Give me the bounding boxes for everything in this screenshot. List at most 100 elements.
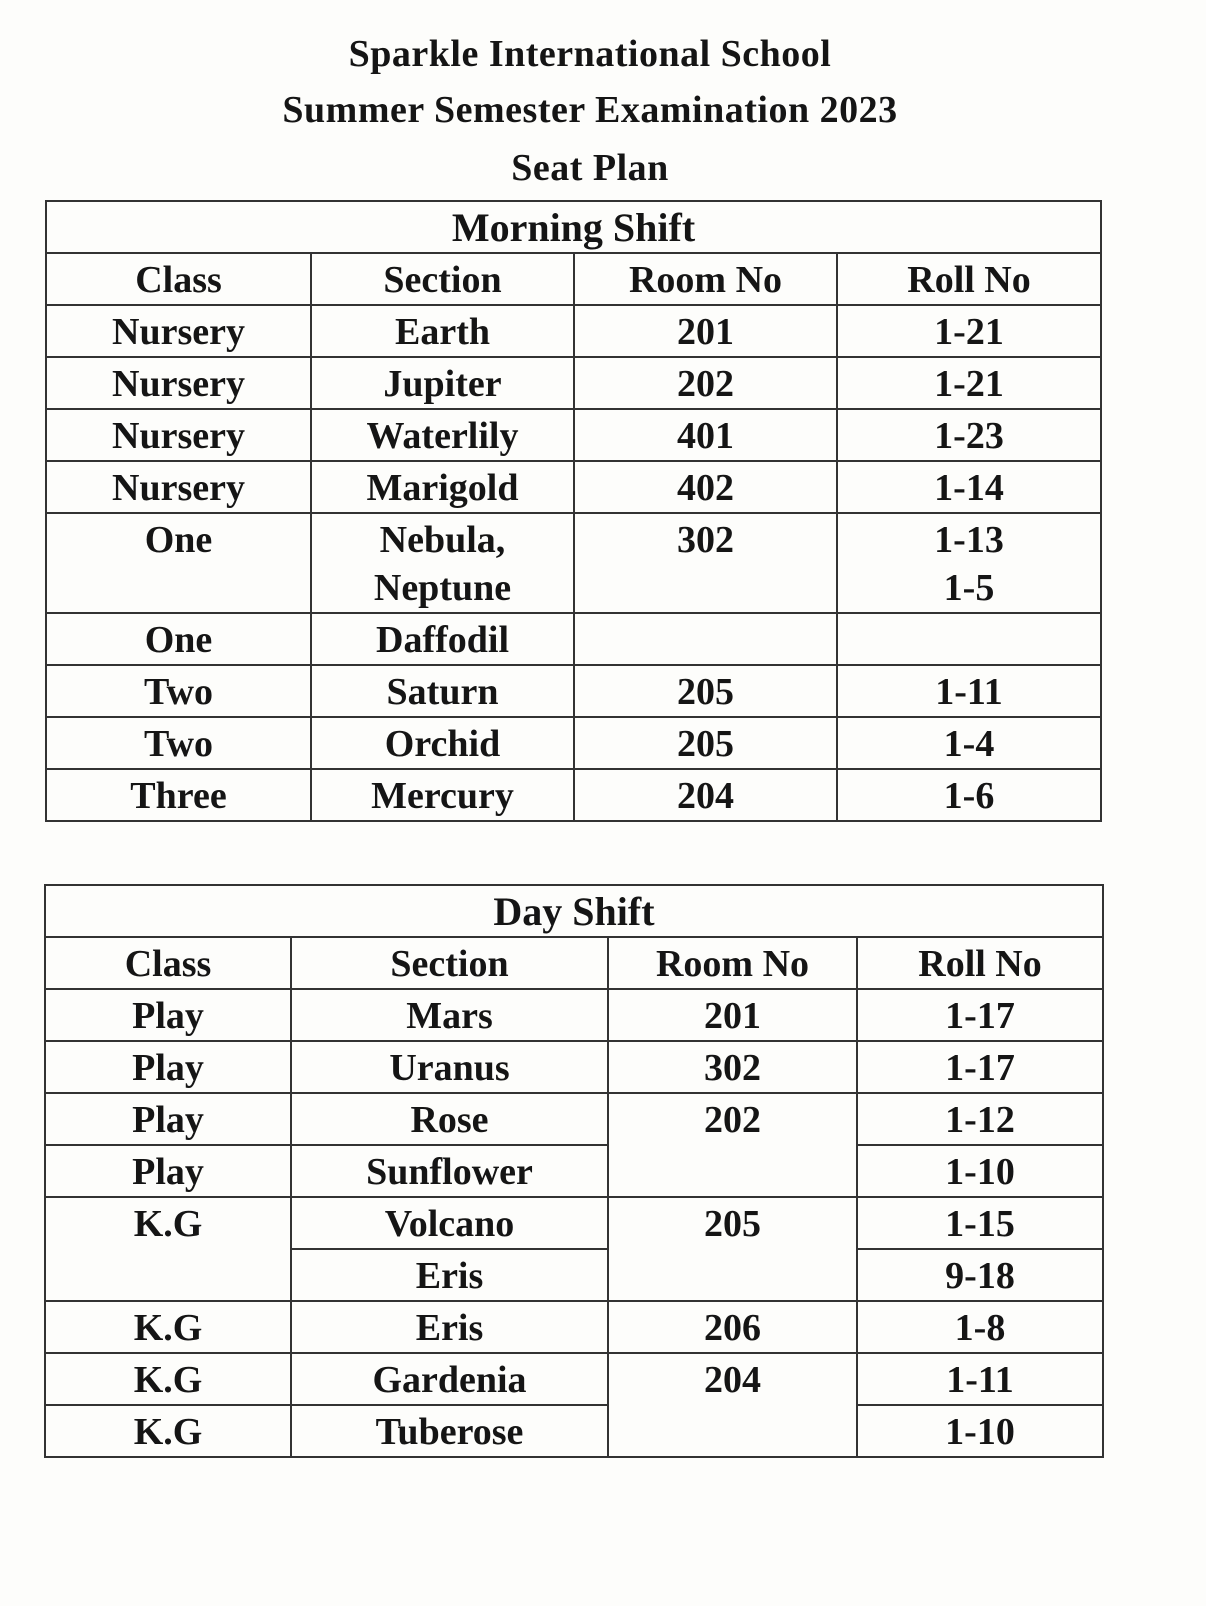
table-row: Nursery Earth 201 1-21 (45, 304, 1102, 358)
table-row: K.G Gardenia 204 1-11 (44, 1352, 1104, 1458)
class-cell: Play (44, 1144, 292, 1198)
room-cell: 205 (607, 1196, 858, 1302)
class-cell: Three (45, 768, 312, 822)
table-row: K.G Tuberose 1-10 (44, 1404, 1104, 1458)
room-cell: 302 (573, 512, 838, 614)
class-cell: Nursery (45, 304, 312, 358)
table-row: Nursery Jupiter 202 1-21 (45, 356, 1102, 410)
table-row: Three Mercury 204 1-6 (45, 768, 1102, 822)
column-header: Room No (607, 936, 858, 990)
section-cell: Tuberose (290, 1404, 609, 1458)
class-cell: One (45, 612, 312, 666)
section-cell: Saturn (310, 664, 575, 718)
school-name: Sparkle International School (348, 33, 832, 75)
class-cell: K.G (44, 1404, 292, 1458)
section-cell: Volcano (290, 1196, 609, 1250)
section-cell: Eris (290, 1300, 609, 1354)
table-row: Play Uranus 302 1-17 (44, 1040, 1104, 1094)
exam-title: Summer Semester Examination 2023 (282, 89, 898, 131)
room-cell: 401 (573, 408, 838, 462)
class-cell: K.G (44, 1196, 292, 1302)
table-row: Play Sunflower 1-10 (44, 1144, 1104, 1198)
roll-cell: 1-23 (836, 408, 1102, 462)
roll-cell: 1-11 (856, 1352, 1104, 1406)
class-cell: K.G (44, 1352, 292, 1406)
day-rows: Play Mars 201 1-17 Play Uranus 302 1-17 Play Rose… (44, 988, 1104, 1458)
table-row: Nursery Waterlily 401 1-23 (45, 408, 1102, 462)
section-cell: Nebula, Neptune (310, 512, 575, 614)
class-cell: Nursery (45, 460, 312, 514)
roll-cell: 1-4 (836, 716, 1102, 770)
table-row: K.G Eris 206 1-8 (44, 1300, 1104, 1354)
class-cell: Play (44, 1092, 292, 1146)
room-cell: 204 (573, 768, 838, 822)
table-row: Eris 9-18 (45, 1248, 1104, 1302)
room-cell: 202 (573, 356, 838, 410)
table-row: One Daffodil (45, 612, 1102, 666)
table-row: Two Orchid 205 1-4 (45, 716, 1102, 770)
roll-cell: 9-18 (856, 1248, 1104, 1302)
room-cell: 201 (607, 988, 858, 1042)
column-header: Section (290, 936, 609, 990)
class-cell: Nursery (45, 356, 312, 410)
roll-cell: 1-15 (856, 1196, 1104, 1250)
roll-cell: 1-14 (836, 460, 1102, 514)
table-row: K.G Volcano 205 1-15 (44, 1196, 1104, 1302)
morning-shift-table: Morning Shift Class Section Room No Roll… (45, 200, 1102, 822)
table-row: Nursery Marigold 402 1-14 (45, 460, 1102, 514)
section-cell: Mercury (310, 768, 575, 822)
table-row: One Nebula, Neptune 302 1-13 1-5 (45, 512, 1102, 614)
column-header: Room No (573, 252, 838, 306)
roll-cell: 1-10 (856, 1404, 1104, 1458)
column-header: Roll No (836, 252, 1102, 306)
section-cell: Jupiter (310, 356, 575, 410)
column-header: Class (44, 936, 292, 990)
roll-cell: 1-6 (836, 768, 1102, 822)
room-cell: 205 (573, 664, 838, 718)
table-row: Two Saturn 205 1-11 (45, 664, 1102, 718)
roll-cell: 1-17 (856, 988, 1104, 1042)
document-title: Seat Plan (511, 147, 669, 189)
room-cell: 206 (607, 1300, 858, 1354)
class-cell: Play (44, 988, 292, 1042)
roll-cell: 1-17 (856, 1040, 1104, 1094)
room-cell: 302 (607, 1040, 858, 1094)
section-cell: Earth (310, 304, 575, 358)
column-header: Section (310, 252, 575, 306)
section-cell: Orchid (310, 716, 575, 770)
roll-cell: 1-21 (836, 304, 1102, 358)
roll-cell: 1-10 (856, 1144, 1104, 1198)
table-row: Play Mars 201 1-17 (44, 988, 1104, 1042)
section-cell: Daffodil (310, 612, 575, 666)
morning-shift-title: Morning Shift (45, 200, 1102, 254)
section-cell: Mars (290, 988, 609, 1042)
column-header: Roll No (856, 936, 1104, 990)
room-cell: 204 (607, 1352, 858, 1458)
morning-rows: Nursery Earth 201 1-21 Nursery Jupiter 202 1-21… (45, 304, 1102, 822)
class-cell: One (45, 512, 312, 614)
room-cell: 202 (607, 1092, 858, 1198)
table-row: Play Rose 202 1-12 (44, 1092, 1104, 1198)
class-cell: Two (45, 664, 312, 718)
section-cell: Sunflower (290, 1144, 609, 1198)
section-cell: Gardenia (290, 1352, 609, 1406)
roll-cell: 1-12 (856, 1092, 1104, 1146)
class-cell: Play (44, 1040, 292, 1094)
day-shift-table: Day Shift Class Section Room No Roll No … (44, 884, 1104, 1458)
roll-cell (836, 612, 1102, 666)
day-shift-title: Day Shift (44, 884, 1104, 938)
section-cell: Waterlily (310, 408, 575, 462)
roll-cell: 1-21 (836, 356, 1102, 410)
room-cell: 205 (573, 716, 838, 770)
class-cell: Nursery (45, 408, 312, 462)
section-cell: Uranus (290, 1040, 609, 1094)
section-cell: Marigold (310, 460, 575, 514)
roll-cell: 1-11 (836, 664, 1102, 718)
section-cell: Rose (290, 1092, 609, 1146)
roll-cell: 1-13 1-5 (836, 512, 1102, 614)
section-cell: Eris (290, 1248, 609, 1302)
column-header: Class (45, 252, 312, 306)
class-cell: Two (45, 716, 312, 770)
room-cell (573, 612, 838, 666)
room-cell: 201 (573, 304, 838, 358)
